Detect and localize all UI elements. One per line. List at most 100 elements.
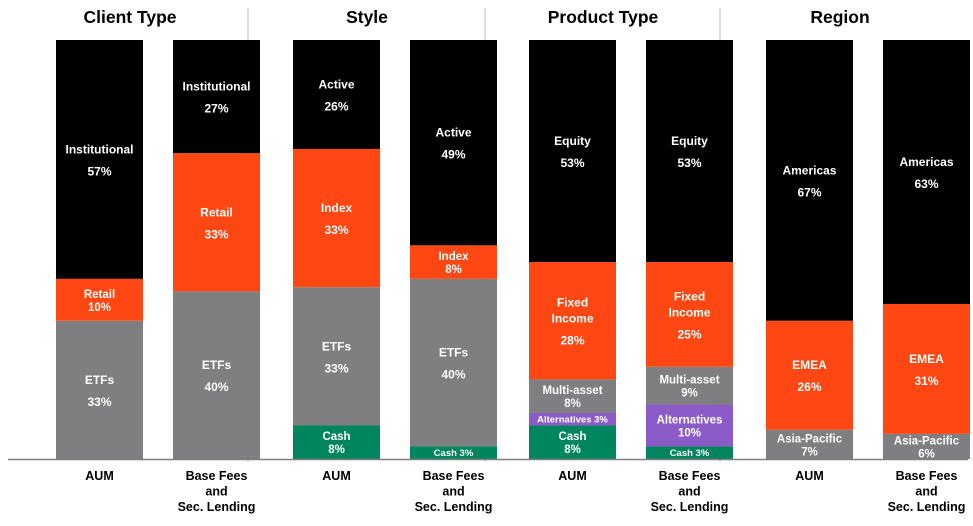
- category-label-base-fees-and-sec-lending: and: [678, 485, 700, 499]
- segment-value-fixed-income: 25%: [677, 327, 701, 341]
- segment-label-asia-pacific: Asia-Pacific: [777, 433, 843, 445]
- bar-segment-product-type-aum-cash: [529, 425, 616, 459]
- segment-value-index: 8%: [445, 264, 462, 276]
- bar-segment-style-base-fees-and-sec-lending-active: [410, 40, 497, 246]
- bar-segment-style-aum-active: [293, 40, 380, 149]
- bar-segment-client-type-base-fees-and-sec-lending-institutional: [173, 40, 260, 154]
- segment-label-fixed-income-line: Fixed: [557, 296, 588, 310]
- bar-segment-region-aum-asia-pacific: [766, 429, 853, 459]
- panel-title-client-type: Client Type: [83, 7, 176, 27]
- segment-value-institutional: 27%: [204, 102, 228, 116]
- bar-segment-product-type-base-fees-and-sec-lending-fixed-income: [646, 262, 733, 367]
- segment-label-fixed-income-line: Fixed: [674, 289, 705, 303]
- segment-value-fixed-income: 28%: [560, 334, 584, 348]
- bar-segment-product-type-aum-multi-asset: [529, 379, 616, 413]
- bar-segment-client-type-base-fees-and-sec-lending-retail: [173, 153, 260, 292]
- segment-value-alternatives: 10%: [678, 427, 701, 439]
- segment-value-institutional: 57%: [87, 164, 111, 178]
- segment-value-etfs: 33%: [87, 395, 111, 409]
- bar-segment-product-type-aum-equity: [529, 40, 616, 263]
- bar-segment-product-type-base-fees-and-sec-lending-equity: [646, 40, 733, 263]
- segment-label-multi-asset: Multi-asset: [659, 375, 719, 387]
- bar-segment-region-aum-americas: [766, 40, 853, 321]
- segment-value-active: 26%: [324, 99, 348, 113]
- bar-segment-product-type-base-fees-and-sec-lending-multi-asset: [646, 366, 733, 405]
- panel-title-region: Region: [810, 7, 869, 27]
- segment-label-retail: Retail: [200, 205, 233, 219]
- category-label-base-fees-and-sec-lending: and: [205, 485, 227, 499]
- segment-label-institutional: Institutional: [66, 142, 134, 156]
- segment-value-etfs: 40%: [441, 368, 465, 382]
- bar-segment-product-type-base-fees-and-sec-lending-alternatives: [646, 404, 733, 447]
- segment-label-emea: EMEA: [792, 358, 827, 372]
- segment-label-cash: Cash: [322, 431, 350, 443]
- segment-label-active: Active: [318, 77, 354, 91]
- category-label-base-fees-and-sec-lending: Sec. Lending: [888, 500, 966, 514]
- category-label-base-fees-and-sec-lending: Sec. Lending: [651, 500, 729, 514]
- category-label-base-fees-and-sec-lending: Base Fees: [423, 469, 485, 483]
- segment-label-fixed-income-line: Income: [551, 312, 593, 326]
- segment-value-etfs: 33%: [324, 361, 348, 375]
- bar-segment-product-type-aum-fixed-income: [529, 262, 616, 380]
- bar-segment-product-type-base-fees-and-sec-lending-cash: [646, 446, 733, 459]
- bar-segment-client-type-base-fees-and-sec-lending-etfs: [173, 291, 260, 459]
- segment-label-cash: Cash 3%: [670, 448, 710, 459]
- segment-value-americas: 67%: [797, 185, 821, 199]
- bar-segment-style-base-fees-and-sec-lending-etfs: [410, 278, 497, 447]
- segment-label-americas: Americas: [782, 163, 836, 177]
- panel-title-style: Style: [346, 7, 388, 27]
- category-label-base-fees-and-sec-lending: Sec. Lending: [178, 500, 256, 514]
- bar-segment-client-type-aum-etfs: [56, 320, 143, 459]
- bar-segment-style-base-fees-and-sec-lending-index: [410, 245, 497, 279]
- segment-label-equity: Equity: [554, 134, 591, 148]
- segment-label-multi-asset: Multi-asset: [542, 385, 602, 397]
- segment-label-etfs: ETFs: [322, 339, 352, 353]
- segment-label-equity: Equity: [671, 134, 708, 148]
- segment-value-retail: 33%: [204, 227, 228, 241]
- category-label-aum: AUM: [795, 469, 823, 483]
- segment-value-emea: 26%: [797, 380, 821, 394]
- segment-value-asia-pacific: 7%: [801, 446, 818, 458]
- bar-segment-region-base-fees-and-sec-lending-americas: [883, 40, 970, 304]
- bar-segment-region-base-fees-and-sec-lending-emea: [883, 303, 970, 434]
- segment-value-equity: 53%: [677, 156, 701, 170]
- segment-value-retail: 10%: [88, 302, 111, 314]
- segment-label-alternatives: Alternatives 3%: [537, 415, 608, 426]
- segment-label-etfs: ETFs: [439, 346, 469, 360]
- segment-value-asia-pacific: 6%: [918, 448, 935, 460]
- segment-label-index: Index: [438, 251, 469, 263]
- category-label-base-fees-and-sec-lending: Base Fees: [659, 469, 721, 483]
- category-label-base-fees-and-sec-lending: Sec. Lending: [415, 500, 493, 514]
- segment-value-americas: 63%: [914, 177, 938, 191]
- category-label-base-fees-and-sec-lending: and: [442, 485, 464, 499]
- bar-segment-style-aum-index: [293, 148, 380, 288]
- bar-segment-region-aum-emea: [766, 320, 853, 430]
- bar-segment-style-aum-cash: [293, 425, 380, 459]
- bar-segment-client-type-aum-institutional: [56, 40, 143, 279]
- bar-segment-style-base-fees-and-sec-lending-cash: [410, 446, 497, 459]
- panel-title-product-type: Product Type: [548, 7, 659, 27]
- segment-label-cash: Cash: [558, 431, 586, 443]
- category-label-aum: AUM: [322, 469, 350, 483]
- segment-value-cash: 8%: [564, 444, 581, 456]
- bar-segment-style-aum-etfs: [293, 287, 380, 426]
- segment-label-emea: EMEA: [909, 352, 944, 366]
- category-label-base-fees-and-sec-lending: Base Fees: [186, 469, 248, 483]
- bar-segment-product-type-aum-alternatives: [529, 412, 616, 426]
- segment-label-active: Active: [435, 126, 471, 140]
- category-label-aum: AUM: [85, 469, 113, 483]
- segment-label-asia-pacific: Asia-Pacific: [894, 435, 960, 447]
- segment-label-cash: Cash 3%: [434, 448, 474, 459]
- segment-value-active: 49%: [441, 148, 465, 162]
- segment-value-equity: 53%: [560, 156, 584, 170]
- segment-label-fixed-income-line: Income: [668, 305, 710, 319]
- segment-value-etfs: 40%: [204, 380, 228, 394]
- segment-label-etfs: ETFs: [202, 358, 232, 372]
- segment-value-multi-asset: 9%: [681, 388, 698, 400]
- segment-value-emea: 31%: [914, 374, 938, 388]
- segment-label-alternatives: Alternatives: [657, 414, 723, 426]
- segment-label-retail: Retail: [84, 289, 115, 301]
- category-label-base-fees-and-sec-lending: and: [915, 485, 937, 499]
- segment-label-institutional: Institutional: [183, 80, 251, 94]
